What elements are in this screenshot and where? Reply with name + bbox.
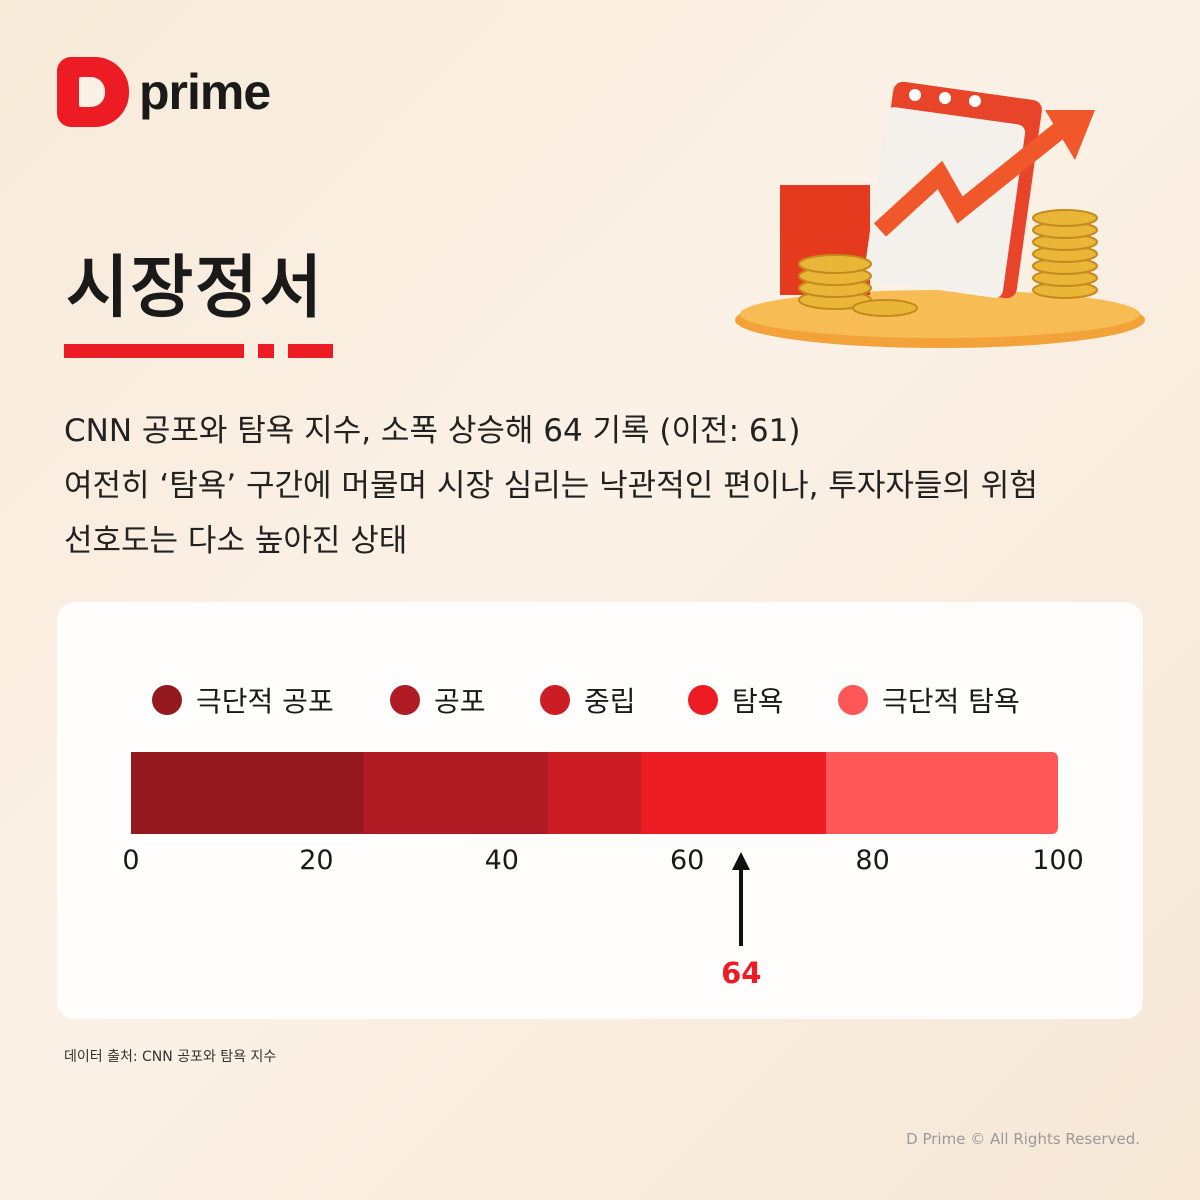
legend-dot [152,685,182,715]
description-line: CNN 공포와 탐욕 지수, 소폭 상승해 64 기록 (이전: 61) [64,413,801,449]
title-underline-dot [258,344,274,358]
logo-mark [57,57,129,127]
tick-label: 60 [670,845,705,876]
legend-label: 중립 [584,685,636,718]
gauge-segment [362,752,549,834]
legend-dot [838,685,868,715]
description-line: 여전히 ‘탐욕’ 구간에 머물며 시장 심리는 낙관적인 편이나, 투자자들의 … [64,468,1038,504]
tick-label: 40 [484,845,519,876]
legend-dot [540,685,570,715]
legend-label: 공포 [434,685,486,718]
legend-item: 중립 [540,680,636,720]
title-underline-dash [288,344,333,358]
copyright: D Prime © All Rights Reserved. [906,1130,1140,1148]
legend-label: 극단적 탐욕 [882,685,1020,718]
gauge-segment [640,752,827,834]
calendar-coins-illustration [735,81,1145,348]
marker-arrow-head [732,852,751,870]
description: CNN 공포와 탐욕 지수, 소폭 상승해 64 기록 (이전: 61) 여전히… [64,404,1144,569]
legend-item: 극단적 공포 [152,680,334,720]
marker-arrow [739,866,744,946]
marker-value: 64 [721,956,762,990]
tick-label: 0 [122,845,140,876]
gauge-segment [131,752,363,834]
description-line: 선호도는 다소 높아진 상태 [64,523,408,559]
tick-label: 80 [855,845,890,876]
legend-item: 극단적 탐욕 [838,680,1020,720]
gauge-segment [548,752,641,834]
legend-item: 공포 [390,680,486,720]
logo-text: prime [139,64,271,120]
legend-dot [688,685,718,715]
legend-item: 탐욕 [688,680,784,720]
logo: prime [57,57,271,127]
source-note: 데이터 출처: CNN 공포와 탐욕 지수 [64,1049,277,1065]
legend-dot [390,685,420,715]
gauge-segment [826,752,1058,834]
legend-label: 극단적 공포 [196,685,334,718]
title-underline [64,344,244,358]
tick-label: 100 [1032,845,1084,876]
legend-label: 탐욕 [732,685,784,718]
page-title: 시장정서 [66,249,325,328]
tick-label: 20 [299,845,334,876]
